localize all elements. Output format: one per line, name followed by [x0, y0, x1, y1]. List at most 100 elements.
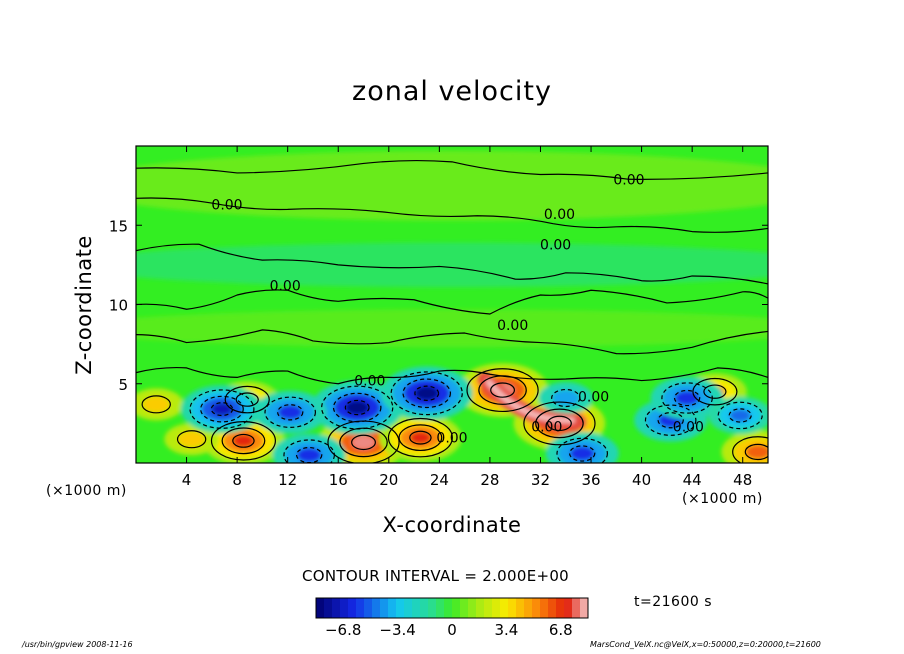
contour-label: 0.00	[211, 198, 242, 214]
contour-label: 0.00	[436, 431, 467, 447]
colorbar-segment	[372, 598, 381, 618]
colorbar-segment	[460, 598, 469, 618]
negative-anomaly-10	[345, 400, 369, 415]
feature-contour-15	[644, 404, 697, 436]
contour-label: 0.00	[531, 420, 562, 436]
zero-contour-0	[136, 159, 768, 180]
feature-contour-13	[277, 404, 304, 421]
feature-contour-4	[232, 433, 255, 448]
colorbar-segment	[332, 598, 341, 618]
colorbar-segment	[396, 598, 405, 618]
feature-contour-10	[332, 392, 382, 423]
feature-contour-12	[189, 389, 255, 429]
x-tick-label: 40	[632, 471, 651, 489]
colorbar-segment	[324, 598, 333, 618]
feature-contour-9	[732, 436, 768, 463]
feature-contour-18	[568, 445, 596, 462]
colorbar-tick-label: −6.8	[325, 621, 361, 639]
footer-program: /usr/bin/gpview 2008-11-16	[22, 640, 133, 649]
x-axis-label: X-coordinate	[382, 513, 522, 537]
negative-anomaly-13	[278, 405, 303, 420]
colorbar-segment	[556, 598, 565, 618]
colorbar-segment	[404, 598, 413, 618]
colorbar-frame	[315, 597, 589, 619]
feature-contour-6	[224, 385, 270, 414]
colorbar-segment	[380, 598, 389, 618]
background-band	[136, 150, 768, 221]
y-axis: 5 10 15	[109, 217, 768, 394]
zero-contour-5	[136, 367, 768, 385]
x-tick-label: 28	[480, 471, 499, 489]
feature-contour-19	[551, 388, 581, 408]
positive-anomaly-4	[233, 434, 254, 447]
y-tick-label: 10	[109, 297, 128, 315]
negative-anomaly-17	[729, 409, 751, 422]
x-tick-label: 24	[430, 471, 449, 489]
feature-contour-11	[402, 378, 452, 409]
colorbar-segment	[452, 598, 461, 618]
feature-contour-5	[176, 430, 207, 449]
colorbar-segment	[348, 598, 357, 618]
contour-label: 0.00	[613, 172, 644, 188]
feature-contour-0	[523, 401, 596, 446]
colorbar-segment	[444, 598, 453, 618]
zero-contour-4	[136, 329, 768, 355]
colorbar-segment	[412, 598, 421, 618]
zero-contour-1	[136, 197, 768, 233]
positive-anomaly-9	[745, 444, 768, 460]
x-tick-label: 12	[278, 471, 297, 489]
x-tick-label: 32	[531, 471, 550, 489]
positive-anomaly-7	[142, 396, 170, 413]
x-tick-label: 8	[232, 471, 242, 489]
colorbar-segment	[540, 598, 549, 618]
feature-contour-17	[728, 408, 752, 423]
chart-title: zonal velocity	[352, 76, 552, 107]
colorbar-segment	[364, 598, 373, 618]
colorbar-segment	[388, 598, 397, 618]
contour-label: 0.00	[544, 207, 575, 223]
negative-anomaly-11	[415, 386, 439, 400]
feature-contour-18	[556, 437, 608, 463]
colorbar-segment	[420, 598, 429, 618]
feature-contour-3	[409, 430, 432, 445]
colorbar-segment	[516, 598, 525, 618]
feature-contour-10	[344, 399, 370, 416]
feature-contour-4	[221, 427, 266, 455]
feature-contour-8	[703, 384, 727, 399]
x-tick-label: 4	[182, 471, 192, 489]
colorbar-segment	[340, 598, 349, 618]
feature-contour-1	[478, 375, 527, 405]
colorbar-segment	[508, 598, 517, 618]
feature-contour-10	[321, 385, 394, 430]
negative-anomaly-14	[296, 447, 322, 463]
negative-anomaly-18	[570, 446, 595, 461]
contour-label: 0.00	[354, 374, 385, 390]
positive-anomaly-5	[177, 431, 206, 448]
colorbar: −6.8 −3.4 0 3.4 6.8	[315, 597, 589, 639]
colorbar-tick-label: 0	[447, 621, 457, 639]
feature-contour-1	[490, 382, 516, 398]
x-unit-label-left: (×1000 m)	[46, 483, 127, 499]
feature-contour-17	[717, 401, 763, 430]
contour-interval: CONTOUR INTERVAL = 2.000E+00	[302, 567, 570, 585]
feature-contour-16	[661, 382, 713, 414]
time-label: t=21600 s	[634, 594, 712, 610]
positive-anomaly-3	[410, 431, 431, 444]
feature-contour-3	[398, 424, 443, 452]
feature-contour-8	[692, 377, 738, 406]
y-axis-label: Z-coordinate	[72, 235, 96, 375]
colorbar-segment	[316, 598, 325, 618]
x-tick-label: 48	[733, 471, 752, 489]
feature-contour-1	[466, 368, 539, 413]
colorbar-segment	[564, 598, 573, 618]
zero-contour-3	[136, 289, 768, 315]
feature-contour-0	[535, 408, 584, 439]
positive-anomaly-2	[352, 435, 375, 450]
feature-contour-16	[673, 389, 701, 407]
contour-label: 0.00	[270, 278, 301, 294]
colorbar-segment	[500, 598, 509, 618]
x-tick-label: 44	[683, 471, 702, 489]
y-tick-label: 5	[118, 376, 128, 394]
background-band	[136, 242, 768, 288]
negative-anomaly-12	[211, 403, 233, 416]
